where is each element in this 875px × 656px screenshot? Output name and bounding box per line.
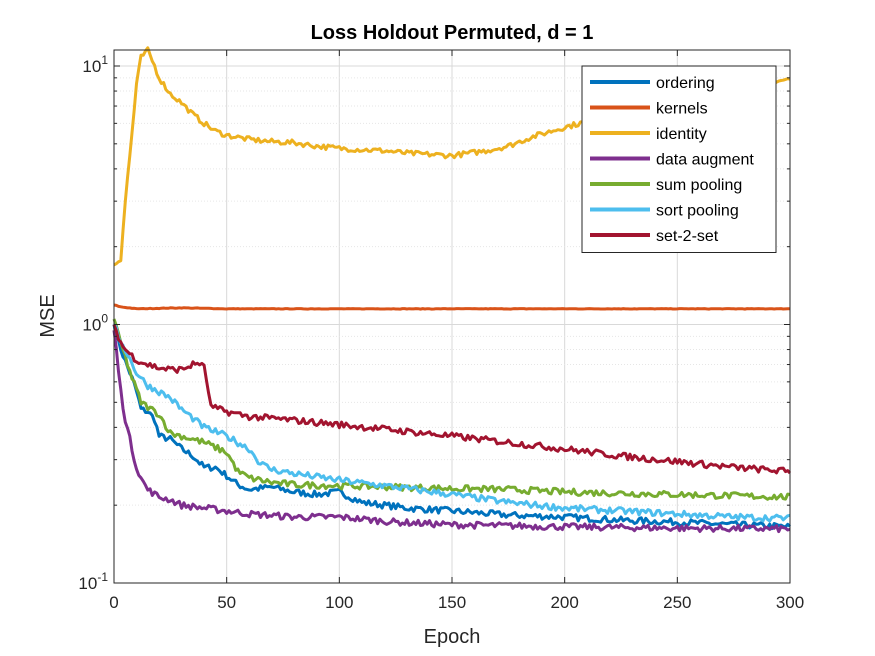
series-line-sort-pooling	[112, 323, 791, 523]
x-tick-label: 50	[217, 593, 236, 612]
series-line-sum-pooling	[112, 318, 791, 501]
legend-label-sum-pooling: sum pooling	[656, 177, 742, 194]
series-lines	[112, 46, 792, 534]
series-line-set-2-set	[112, 323, 792, 475]
legend: ordering kernels identity data augment sum p…	[581, 65, 777, 253]
x-axis-label: Epoch	[424, 626, 481, 648]
x-tick-label: 150	[438, 593, 466, 612]
axis-ticks: 0 50 100 150 200 250 300 10-1 100 101	[78, 50, 804, 612]
y-tick-label: 100	[82, 312, 108, 335]
x-tick-label: 300	[776, 593, 804, 612]
x-tick-label: 250	[663, 593, 691, 612]
legend-label-kernels: kernels	[656, 101, 708, 118]
series-line-data-augment	[112, 330, 791, 534]
x-tick-label: 100	[325, 593, 353, 612]
x-tick-label: 0	[109, 593, 118, 612]
y-axis-label: MSE	[37, 294, 59, 337]
legend-label-identity: identity	[656, 126, 707, 143]
legend-label-data-augment: data augment	[656, 152, 754, 169]
series-line-ordering	[112, 324, 792, 531]
series-line-kernels	[113, 303, 790, 311]
legend-label-ordering: ordering	[656, 75, 715, 92]
legend-label-sort-pooling: sort pooling	[656, 203, 739, 220]
x-tick-label: 200	[550, 593, 578, 612]
chart-title: Loss Holdout Permuted, d = 1	[311, 22, 594, 44]
y-tick-label: 10-1	[78, 570, 108, 593]
legend-label-set-2-set: set-2-set	[656, 228, 719, 245]
y-tick-label: 101	[82, 53, 108, 76]
